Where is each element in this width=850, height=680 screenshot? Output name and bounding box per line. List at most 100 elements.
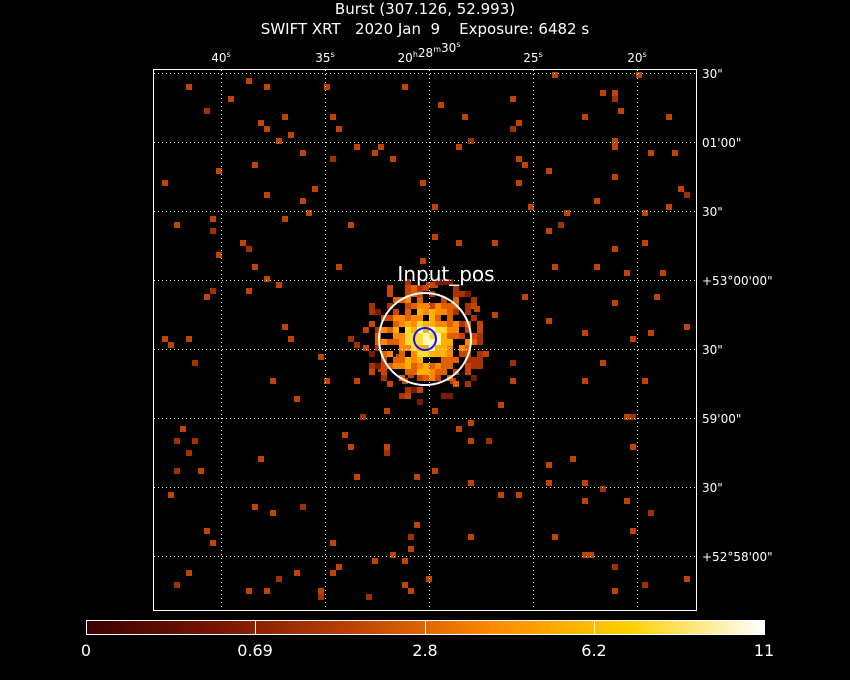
source-pixel: [435, 351, 441, 357]
dec-tick-label: 30": [702, 67, 723, 81]
source-pixel: [477, 333, 483, 339]
source-pixel: [369, 363, 375, 369]
source-pixel: [405, 315, 411, 321]
source-pixel: [417, 303, 423, 309]
source-pixel: [381, 363, 387, 369]
source-pixel: [435, 375, 441, 381]
source-label: Input_pos: [397, 262, 494, 286]
source-pixel: [435, 369, 441, 375]
source-pixel: [429, 309, 435, 315]
event-pixel: [372, 558, 378, 564]
event-pixel: [642, 378, 648, 384]
event-pixel: [516, 180, 522, 186]
source-pixel: [423, 339, 429, 345]
source-pixel: [387, 285, 393, 291]
ra-tick-label: 40s: [211, 50, 230, 65]
source-pixel: [429, 351, 435, 357]
source-pixel: [417, 321, 423, 327]
source-pixel: [447, 363, 453, 369]
source-pixel: [411, 285, 417, 291]
source-pixel: [405, 357, 411, 363]
ra-tick-label: 25s: [523, 50, 542, 65]
source-pixel: [429, 375, 435, 381]
event-pixel: [198, 468, 204, 474]
event-pixel: [258, 120, 264, 126]
source-pixel: [405, 363, 411, 369]
event-pixel: [582, 552, 588, 558]
position-error-circle: [413, 327, 437, 351]
event-pixel: [552, 534, 558, 540]
source-pixel: [405, 393, 411, 399]
source-pixel: [399, 351, 405, 357]
source-pixel: [387, 351, 393, 357]
event-pixel: [348, 222, 354, 228]
event-pixel: [498, 492, 504, 498]
event-pixel: [264, 126, 270, 132]
event-pixel: [462, 114, 468, 120]
source-pixel: [393, 309, 399, 315]
event-pixel: [192, 360, 198, 366]
event-pixel: [414, 522, 420, 528]
event-pixel: [588, 552, 594, 558]
source-pixel: [471, 297, 477, 303]
event-pixel: [390, 552, 396, 558]
colorbar-tick-label: 0.69: [237, 641, 273, 660]
event-pixel: [252, 504, 258, 510]
event-pixel: [216, 168, 222, 174]
source-pixel: [471, 303, 477, 309]
source-pixel: [441, 279, 447, 285]
event-pixel: [438, 102, 444, 108]
source-pixel: [429, 303, 435, 309]
colorbar-ticks: [255, 621, 595, 634]
source-pixel: [381, 327, 387, 333]
dec-tick-label: +53°00'00": [702, 274, 773, 288]
event-pixel: [582, 330, 588, 336]
event-pixel: [648, 510, 654, 516]
event-pixel: [210, 288, 216, 294]
source-pixel: [441, 345, 447, 351]
event-pixel: [432, 408, 438, 414]
source-pixel: [405, 297, 411, 303]
event-pixel: [486, 438, 492, 444]
ra-tick-label: 20h28m30s: [398, 40, 461, 65]
source-pixel: [471, 339, 477, 345]
source-pixel: [417, 309, 423, 315]
source-pixel: [453, 285, 459, 291]
source-pixel: [447, 321, 453, 327]
event-pixel: [618, 108, 624, 114]
source-pixel: [387, 327, 393, 333]
source-pixel: [465, 339, 471, 345]
event-pixel: [684, 324, 690, 330]
source-pixel: [405, 309, 411, 315]
event-pixel: [642, 210, 648, 216]
source-pixel: [441, 363, 447, 369]
event-pixel: [642, 582, 648, 588]
event-pixel: [408, 588, 414, 594]
event-pixel: [654, 294, 660, 300]
source-pixel: [441, 303, 447, 309]
source-pixel: [441, 393, 447, 399]
event-pixel: [246, 288, 252, 294]
colorbar-tick-label: 2.8: [412, 641, 438, 660]
source-pixel: [417, 399, 423, 405]
source-pixel: [387, 381, 393, 387]
event-pixel: [612, 174, 618, 180]
source-pixel: [423, 303, 429, 309]
event-pixel: [516, 120, 522, 126]
source-pixel: [459, 291, 465, 297]
source-pixel: [477, 351, 483, 357]
event-pixel: [354, 378, 360, 384]
event-pixel: [360, 414, 366, 420]
source-pixel: [393, 321, 399, 327]
event-pixel: [528, 204, 534, 210]
source-pixel: [465, 369, 471, 375]
source-pixel: [393, 357, 399, 363]
event-pixel: [168, 492, 174, 498]
source-pixel: [369, 351, 375, 357]
source-pixel: [405, 327, 411, 333]
event-pixel: [282, 324, 288, 330]
event-pixel: [600, 360, 606, 366]
event-pixel: [684, 192, 690, 198]
source-pixel: [399, 357, 405, 363]
source-pixel: [447, 333, 453, 339]
